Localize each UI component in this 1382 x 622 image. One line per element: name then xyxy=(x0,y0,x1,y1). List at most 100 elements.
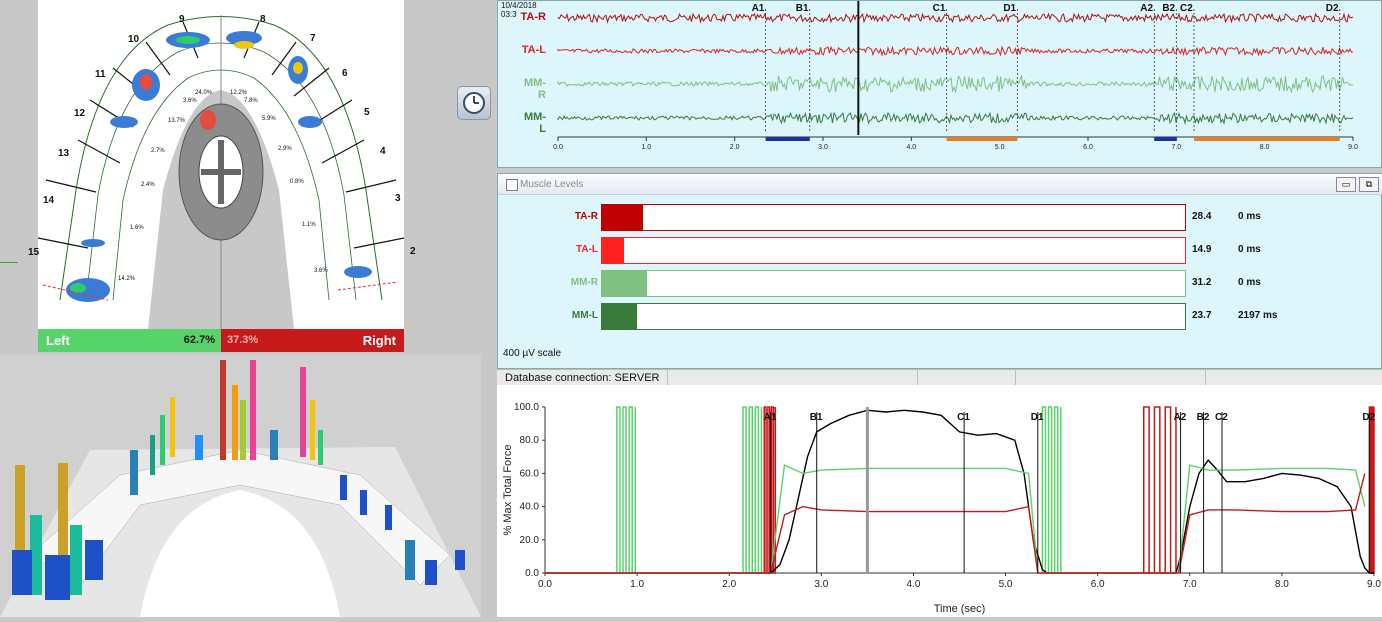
force-xtick-label: 4.0 xyxy=(906,579,920,590)
muscle-bar-fill xyxy=(602,238,624,263)
force-burst xyxy=(763,406,777,574)
emg-marker-label-c1: C1 xyxy=(933,3,946,14)
emg-marker-label-b1: B1 xyxy=(796,3,809,14)
emg-xtick-label: 2.0 xyxy=(730,144,740,151)
tooth-14-label: 14 xyxy=(43,195,55,206)
force-columns xyxy=(12,360,465,600)
emg-traces: 0.0 1.0 2.0 3.0 4.0 5.0 6.0 7.0 8.0 9.0 A1 B1 C1 D1 A2… xyxy=(553,1,1358,151)
force-marker-label-c2: C2 xyxy=(1215,412,1228,423)
emg-trace-mm-l xyxy=(557,111,1354,125)
clock-button[interactable] xyxy=(457,86,491,120)
force-xtick-label: 5.0 xyxy=(999,579,1013,590)
tooth-7-label: 7 xyxy=(310,33,316,44)
force-xtick-label: 7.0 xyxy=(1183,579,1197,590)
emg-signal-panel[interactable]: 0.0 1.0 2.0 3.0 4.0 5.0 6.0 7.0 8.0 9.0 A1 B1 C1 D1 A2… xyxy=(497,0,1382,168)
muscle-value: 31.2 xyxy=(1192,277,1212,288)
tooth-15-label: 15 xyxy=(28,247,40,258)
muscle-value: 28.4 xyxy=(1192,211,1212,222)
force-xtick-label: 9.0 xyxy=(1367,579,1381,590)
status-divider xyxy=(1205,370,1206,386)
splitter[interactable] xyxy=(481,0,497,617)
status-text: Database connection: SERVER xyxy=(505,372,660,384)
tooth-2-label: 2 xyxy=(410,246,416,257)
force-xtick-label: 0.0 xyxy=(538,579,552,590)
emg-xtick-label: 0.0 xyxy=(553,144,563,151)
pct-5-9: 5.9% xyxy=(262,116,276,122)
force-burst xyxy=(616,406,637,574)
channel-label-ta-l: TA-L xyxy=(521,44,546,56)
muscle-value: 14.9 xyxy=(1192,244,1212,255)
left-balance-bar: Left 62.7% xyxy=(38,329,221,352)
minimize-button[interactable]: ▭ xyxy=(1336,177,1356,192)
3d-arch-render xyxy=(0,360,481,617)
3d-palate xyxy=(140,490,340,617)
muscle-time: 2197 ms xyxy=(1238,310,1278,321)
left-right-balance: Left 62.7% 37.3% Right xyxy=(38,329,404,352)
force-marker-label-d1: D1 xyxy=(1031,412,1044,423)
muscle-label-mm-r: MM-R xyxy=(570,277,598,288)
recording-date: 10/4/2018 03:3 xyxy=(501,1,537,19)
emg-trace-ta-r xyxy=(557,12,1354,24)
force-marker-label-b2: B2 xyxy=(1197,412,1210,423)
muscle-time: 0 ms xyxy=(1238,277,1261,288)
force-xtick-label: 6.0 xyxy=(1091,579,1105,590)
muscle-label-ta-r: TA-R xyxy=(574,211,598,222)
emg-marker-label-d2: D2 xyxy=(1326,3,1339,14)
emg-xtick-label: 8.0 xyxy=(1260,144,1270,151)
3d-force-view[interactable] xyxy=(0,355,481,617)
tooth-6-label: 6 xyxy=(342,68,348,79)
muscle-bar-mm-r xyxy=(601,270,1186,297)
panel-icon xyxy=(506,179,518,191)
pct-13-7: 13.7% xyxy=(168,118,186,124)
force-chart: 0.0 20.0 40.0 60.0 80.0 100.0 0.0 1.0 2.0 3.0 4.0 5… xyxy=(502,402,1381,615)
emg-xtick-label: 7.0 xyxy=(1171,144,1181,151)
muscle-levels-title: Muscle Levels xyxy=(520,179,584,190)
emg-xtick-label: 1.0 xyxy=(641,144,651,151)
channel-label-mm-l: MM-L xyxy=(524,111,546,135)
pct-12-2: 12.2% xyxy=(230,90,248,96)
status-divider xyxy=(1015,370,1016,386)
force-xtick-label: 3.0 xyxy=(814,579,828,590)
arch-chart[interactable]: 9 8 10 7 11 6 12 5 13 4 14 3 15 2 24.0% … xyxy=(28,0,416,352)
force-ytick-label: 20.0 xyxy=(520,535,540,546)
status-divider xyxy=(667,370,668,386)
tooth-12-label: 12 xyxy=(74,108,86,119)
muscle-label-ta-l: TA-L xyxy=(575,244,598,255)
emg-marker-label-d1: D1 xyxy=(1003,3,1016,14)
pct-1-1: 1.1% xyxy=(302,222,316,228)
tooth-9-label: 9 xyxy=(179,14,185,25)
emg-trace-mm-r xyxy=(557,74,1354,94)
tooth-4-label: 4 xyxy=(380,146,386,157)
force-xtick-label: 8.0 xyxy=(1275,579,1289,590)
pct-3-6-top: 3.6% xyxy=(183,98,197,104)
segment-c2-d2 xyxy=(1194,137,1340,141)
force-ytick-label: 60.0 xyxy=(520,468,540,479)
left-label: Left xyxy=(46,333,70,348)
emg-marker-label-b2: B2 xyxy=(1162,3,1175,14)
muscle-bar-fill xyxy=(602,304,637,329)
right-balance-bar: 37.3% Right xyxy=(221,329,404,352)
tooth-11-label: 11 xyxy=(95,69,106,80)
tooth-13-label: 13 xyxy=(58,148,70,159)
maximize-button[interactable]: ⧉ xyxy=(1359,177,1379,192)
arch-diagram xyxy=(38,15,404,329)
emg-marker-label-a2: A2 xyxy=(1140,3,1153,14)
pct-14-2: 14.2% xyxy=(118,276,136,282)
pct-0-8: 0.8% xyxy=(290,179,304,185)
force-ylabel: % Max Total Force xyxy=(502,445,514,536)
muscle-bar-mm-l xyxy=(601,303,1186,330)
force-burst xyxy=(742,406,763,574)
tooth-10-label: 10 xyxy=(128,34,140,45)
tooth-3-label: 3 xyxy=(395,193,401,204)
pct-2-9: 2.9% xyxy=(278,146,292,152)
muscle-time: 0 ms xyxy=(1238,211,1261,222)
emg-xtick-label: 6.0 xyxy=(1083,144,1093,151)
emg-marker-label-a1: A1 xyxy=(752,3,765,14)
pressure-hotspots xyxy=(66,31,372,302)
muscle-bar-fill xyxy=(602,205,644,230)
force-chart-panel[interactable]: 0.0 20.0 40.0 60.0 80.0 100.0 0.0 1.0 2.0 3.0 4.0 5… xyxy=(497,385,1382,617)
recording-date-line1: 10/4/2018 xyxy=(501,1,537,10)
muscle-bar-fill xyxy=(602,271,648,296)
force-ytick-label: 100.0 xyxy=(514,402,539,413)
scale-label: 400 µV scale xyxy=(503,348,562,359)
